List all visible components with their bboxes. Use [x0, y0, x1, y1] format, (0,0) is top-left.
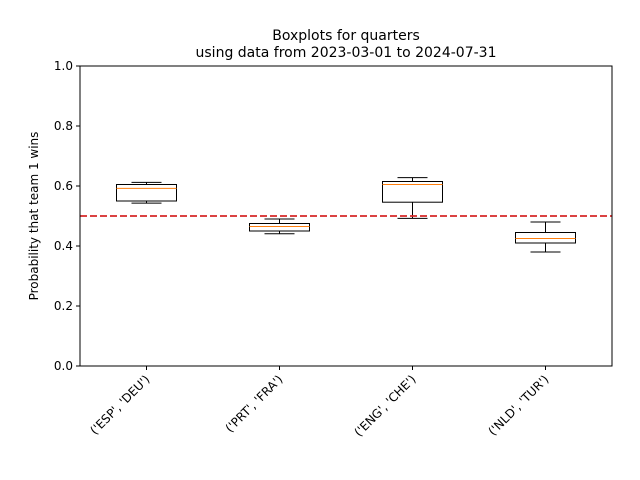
y-tick-label: 0.2 [54, 299, 73, 313]
y-tick-label: 0.8 [54, 119, 73, 133]
box [515, 232, 576, 244]
x-tick-label: ('ENG', 'CHE') [351, 372, 418, 439]
plot-area: 0.0 0.2 0.4 0.6 0.8 1.0 ('ESP', 'DEU') ('PRT', … [54, 59, 612, 439]
x-tick-label: ('NLD', 'TUR') [485, 372, 551, 438]
x-tick-label: ('ESP', 'DEU') [87, 372, 152, 437]
chart-title-line-1: Boxplots for quarters [272, 28, 420, 44]
plot-frame [79, 65, 613, 367]
y-axis-label: Probability that team 1 wins [27, 132, 41, 301]
chart-title-line-2: using data from 2023-03-01 to 2024-07-31 [196, 45, 497, 61]
box [116, 184, 177, 202]
box [382, 181, 443, 203]
y-tick-label: 0.4 [54, 239, 73, 253]
y-tick-label: 1.0 [54, 59, 73, 73]
x-tick-label: ('PRT', 'FRA') [223, 372, 286, 435]
y-tick-label: 0.0 [54, 359, 73, 373]
y-tick-label: 0.6 [54, 179, 73, 193]
box [249, 223, 310, 232]
